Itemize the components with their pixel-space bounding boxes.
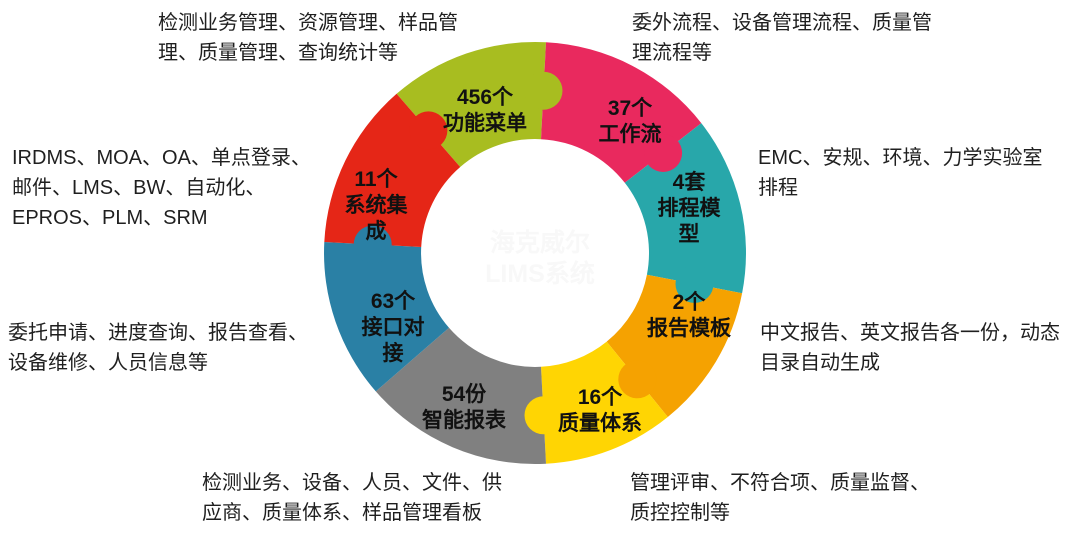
knob-scheduling-models (675, 265, 714, 303)
watermark-line: 海克威尔 (489, 229, 590, 257)
annotation-line: 管理评审、不符合项、质量监督、 (630, 472, 930, 494)
annotation-line: 委外流程、设备管理流程、质量管 (632, 12, 932, 34)
segment-label-line: 456个 (456, 86, 514, 109)
segment-label-system-integrations: 11个 系统集 成 (345, 167, 408, 245)
annotation-bottom-left: 检测业务、设备、人员、文件、供 应商、质量体系、样品管理看板 (202, 468, 502, 528)
annotation-line: EPROS、PLM、SRM (12, 207, 208, 229)
annotation-bottom-right: 管理评审、不符合项、质量监督、 质控控制等 (630, 468, 930, 528)
segment-label-line: 质量体系 (558, 412, 642, 435)
annotation-line: 目录自动生成 (760, 352, 880, 374)
annotation-line: 应商、质量体系、样品管理看板 (202, 502, 482, 524)
segment-label-line: 16个 (577, 386, 623, 409)
knob-interfaces (353, 225, 392, 264)
annotation-line: 中文报告、英文报告各一份，动态 (760, 322, 1060, 344)
annotation-right: EMC、安规、环境、力学实验室 排程 (758, 143, 1042, 203)
annotation-line: 邮件、LMS、BW、自动化、 (12, 177, 266, 199)
segment-label-line: 工作流 (598, 123, 662, 146)
annotation-top-left: 检测业务管理、资源管理、样品管 理、质量管理、查询统计等 (158, 8, 458, 68)
segment-label-line: 63个 (370, 290, 416, 313)
segment-label-line: 54份 (441, 383, 487, 406)
annotation-line: 质控控制等 (630, 502, 730, 524)
segment-quality-systems (541, 341, 668, 464)
segment-label-quality-systems: 16个 质量体系 (558, 385, 642, 437)
segment-label-line: 智能报表 (422, 409, 506, 432)
segment-label-line: 11个 (354, 168, 398, 191)
segment-label-line: 排程模 (657, 197, 721, 220)
annotation-line: 理、质量管理、查询统计等 (158, 42, 398, 64)
annotation-line: IRDMS、MOA、OA、单点登录、 (12, 147, 311, 169)
segment-label-line: 37个 (607, 97, 653, 120)
annotation-line: EMC、安规、环境、力学实验室 (758, 147, 1043, 169)
annotation-line: 排程 (758, 177, 798, 199)
annotation-line: 设备维修、人员信息等 (8, 352, 208, 374)
knob-quality-systems (524, 396, 563, 435)
segment-label-line: 报告模板 (647, 317, 731, 340)
annotation-line: 检测业务、设备、人员、文件、供 (202, 472, 502, 494)
annotation-line: 理流程等 (632, 42, 712, 64)
knob-system-integrations (409, 111, 448, 150)
segment-smart-reports (375, 327, 546, 464)
knob-report-templates (618, 360, 657, 399)
annotation-left: IRDMS、MOA、OA、单点登录、 邮件、LMS、BW、自动化、 EPROS、… (12, 143, 311, 233)
watermark-line: LIMS系统 (485, 260, 595, 288)
annotation-top-right: 委外流程、设备管理流程、质量管 理流程等 (632, 8, 932, 68)
segment-label-line: 2个 (672, 291, 706, 314)
annotation-left-lower: 委托申请、进度查询、报告查看、 设备维修、人员信息等 (8, 318, 308, 378)
segment-label-function-menus: 456个 功能菜单 (443, 85, 527, 137)
watermark: 海克威尔 LIMS系统 (485, 228, 595, 290)
segment-label-line: 成 (365, 220, 387, 243)
segment-label-line: 接 (382, 342, 404, 365)
segment-label-workflows: 37个 工作流 (599, 96, 662, 148)
segment-label-line: 功能菜单 (443, 112, 527, 135)
segment-label-smart-reports: 54份 智能报表 (422, 382, 506, 434)
segment-interfaces (324, 242, 449, 392)
segment-label-line: 4套 (672, 171, 706, 194)
annotation-line: 委托申请、进度查询、报告查看、 (8, 322, 308, 344)
segment-label-line: 接口对 (361, 316, 425, 339)
segment-label-report-templates: 2个 报告模板 (647, 290, 731, 342)
segment-label-scheduling-models: 4套 排程模 型 (658, 170, 721, 248)
knob-workflows (644, 134, 683, 172)
segment-label-line: 型 (678, 223, 700, 246)
annotation-line: 检测业务管理、资源管理、样品管 (158, 12, 458, 34)
knob-function-menus (524, 71, 563, 110)
segment-label-line: 系统集 (344, 194, 408, 217)
annotation-right-lower: 中文报告、英文报告各一份，动态 目录自动生成 (760, 318, 1060, 378)
segment-label-interfaces: 63个 接口对 接 (362, 289, 425, 367)
